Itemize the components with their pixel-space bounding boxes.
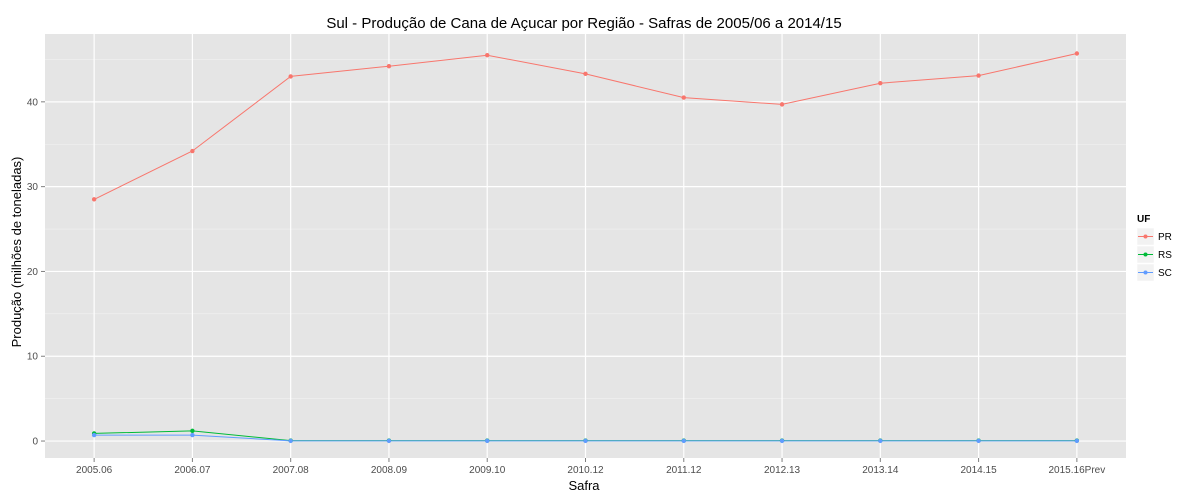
data-point-PR bbox=[288, 74, 293, 79]
data-point-PR bbox=[583, 71, 588, 77]
legend-point-PR bbox=[1143, 234, 1148, 239]
x-tick-label: 2005.06 bbox=[76, 465, 113, 476]
data-point-PR bbox=[878, 80, 883, 86]
legend: UF PR RS SC bbox=[1136, 214, 1172, 282]
data-point-SC bbox=[190, 432, 195, 438]
data-point-SC bbox=[583, 438, 588, 444]
x-tick-label: 2014.15 bbox=[961, 465, 998, 476]
y-tick-label: 10 bbox=[27, 352, 39, 363]
data-point-SC bbox=[288, 438, 293, 444]
y-tick-label: 0 bbox=[32, 437, 38, 448]
data-point-SC bbox=[681, 438, 686, 444]
data-point-PR bbox=[681, 95, 686, 100]
y-tick-label: 20 bbox=[27, 267, 39, 278]
data-point-SC bbox=[878, 438, 883, 444]
data-point-RS bbox=[190, 428, 195, 434]
legend-point-SC bbox=[1143, 270, 1148, 275]
y-axis-title: Produção (milhões de toneladas) bbox=[9, 157, 24, 348]
data-point-PR bbox=[91, 197, 97, 202]
x-axis-title: Safra bbox=[568, 478, 600, 493]
data-point-SC bbox=[779, 438, 785, 444]
legend-label-SC: SC bbox=[1158, 268, 1172, 279]
chart-title: Sul - Produção de Cana de Açucar por Reg… bbox=[326, 15, 841, 32]
y-tick-label: 30 bbox=[27, 182, 39, 193]
x-tick-label: 2008.09 bbox=[371, 465, 408, 476]
y-tick-label: 40 bbox=[27, 97, 39, 108]
data-point-SC bbox=[1074, 438, 1080, 444]
x-tick-label: 2013.14 bbox=[862, 465, 899, 476]
data-point-PR bbox=[779, 102, 785, 107]
data-point-PR bbox=[485, 53, 490, 58]
data-point-PR bbox=[976, 73, 981, 78]
grid-lines bbox=[45, 34, 1126, 458]
data-point-SC bbox=[91, 432, 97, 438]
x-axis-ticks: 2005.06 2006.07 2007.08 2008.09 2009.10 2010.… bbox=[76, 458, 1105, 476]
data-point-PR bbox=[1074, 51, 1080, 56]
x-tick-label: 2009.10 bbox=[469, 465, 506, 476]
x-tick-label: 2010.12 bbox=[567, 465, 604, 476]
legend-label-PR: PR bbox=[1158, 232, 1172, 243]
x-tick-label: 2007.08 bbox=[273, 465, 310, 476]
x-tick-label: 2015.16Prev bbox=[1049, 465, 1106, 476]
data-point-SC bbox=[976, 438, 981, 444]
data-point-PR bbox=[386, 64, 392, 69]
data-point-SC bbox=[485, 438, 490, 444]
x-tick-label: 2006.07 bbox=[174, 465, 211, 476]
series-points bbox=[91, 51, 1080, 444]
legend-point-RS bbox=[1143, 252, 1148, 257]
legend-title: UF bbox=[1137, 214, 1150, 225]
x-tick-label: 2011.12 bbox=[666, 465, 702, 476]
legend-label-RS: RS bbox=[1158, 250, 1172, 261]
data-point-PR bbox=[190, 148, 195, 154]
data-point-SC bbox=[386, 438, 392, 444]
y-axis-ticks: 0 10 20 30 40 bbox=[27, 97, 45, 448]
x-tick-label: 2012.13 bbox=[764, 465, 801, 476]
